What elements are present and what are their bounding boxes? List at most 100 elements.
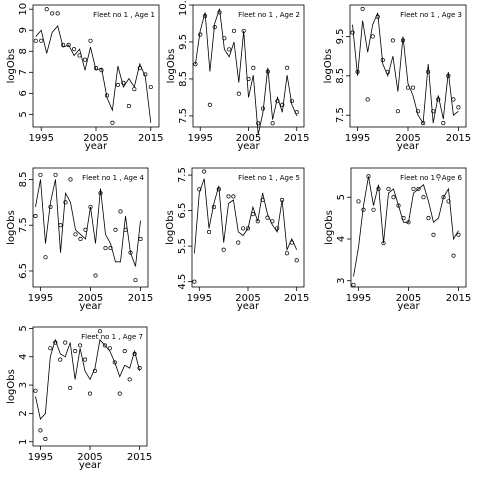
observed-point xyxy=(102,343,107,348)
observed-point xyxy=(376,186,381,191)
x-tick-label: 2005 xyxy=(235,293,260,304)
plot-frame xyxy=(350,167,467,288)
x-tick-label: 2015 xyxy=(284,293,309,304)
panel-4: Fleet no 1 , Age 4 1995 2005 2015 6.5 7.5 8.5 y… xyxy=(6,167,153,312)
y-axis-label: logObs xyxy=(6,49,17,84)
observed-point xyxy=(381,241,386,246)
panel-1: Fleet no 1 , Age 1 1995 2005 2015 5 6 7 8 9 10 yea… xyxy=(6,3,164,152)
observed-point xyxy=(446,199,451,204)
panel-title: Fleet no 1 , Age 7 xyxy=(81,333,143,341)
observed-point xyxy=(280,102,285,107)
observed-point xyxy=(231,28,237,33)
observed-point xyxy=(426,216,431,221)
observed-point xyxy=(231,194,236,199)
observed-point xyxy=(133,278,138,283)
x-axis-label: year xyxy=(79,460,102,471)
observed-point xyxy=(128,250,133,255)
observed-point xyxy=(53,172,58,177)
observed-point xyxy=(33,214,38,219)
observed-point xyxy=(58,357,63,362)
observed-point xyxy=(104,93,110,98)
observed-point xyxy=(405,85,411,90)
observed-point xyxy=(265,215,270,220)
observed-point xyxy=(226,194,231,199)
x-tick-label: 2005 xyxy=(83,133,108,144)
y-axis-label: logObs xyxy=(165,210,176,245)
observed-point xyxy=(137,66,142,71)
fitted-line xyxy=(195,8,298,135)
observed-point xyxy=(68,177,73,182)
observed-point xyxy=(143,72,148,77)
observed-point xyxy=(93,66,99,71)
x-axis-label: year xyxy=(397,301,420,312)
observed-point xyxy=(256,121,261,126)
observed-point xyxy=(371,207,376,212)
observed-point xyxy=(108,246,113,251)
observed-point xyxy=(192,279,197,284)
fitted-line xyxy=(35,179,141,267)
observed-point xyxy=(97,329,102,334)
observed-point xyxy=(38,172,43,177)
panel-title: Fleet no 1 , Age 6 xyxy=(400,174,462,182)
y-tick-label: 8.5 xyxy=(18,171,29,187)
observed-point xyxy=(289,240,294,245)
observed-point xyxy=(421,195,426,200)
observed-point xyxy=(289,99,294,104)
observed-point xyxy=(202,169,207,174)
y-tick-label: 5 xyxy=(336,194,347,200)
observed-point xyxy=(98,191,103,196)
x-axis-label: year xyxy=(79,301,102,312)
observed-point xyxy=(436,97,441,102)
fitted-line xyxy=(352,12,459,125)
x-tick-label: 1995 xyxy=(28,452,53,463)
observed-point xyxy=(451,97,456,102)
x-axis-label: year xyxy=(397,141,420,152)
panel-7: Fleet no 1 , Age 7 1995 2005 2015 1 2 3 4 5 year l… xyxy=(6,325,152,471)
observed-point xyxy=(380,58,385,63)
observed-point xyxy=(366,174,371,179)
y-tick-label: 5 xyxy=(18,111,29,117)
observed-point xyxy=(216,187,221,192)
plot-frame xyxy=(32,326,148,447)
observed-point xyxy=(431,109,436,114)
y-axis-label: logObs xyxy=(6,210,17,245)
observed-point xyxy=(260,197,265,203)
observed-point xyxy=(246,76,251,81)
y-tick-label: 9 xyxy=(18,27,29,33)
observed-point xyxy=(43,436,48,441)
observed-point xyxy=(416,109,421,114)
plot-frame xyxy=(349,4,467,128)
y-tick-label: 2 xyxy=(18,410,29,416)
observed-point xyxy=(44,7,49,12)
x-tick-label: 2005 xyxy=(78,293,103,304)
observed-point xyxy=(197,187,202,192)
y-tick-label: 10 xyxy=(18,3,29,16)
observed-point xyxy=(83,227,88,232)
observed-point xyxy=(121,80,126,85)
observed-point xyxy=(375,14,380,19)
observed-point xyxy=(68,385,73,390)
panel-5: Fleet no 1 , Age 5 1995 2005 2015 4.5 5.5 6.5 7… xyxy=(165,167,309,312)
x-axis-label: year xyxy=(85,141,108,152)
y-axis-label: logObs xyxy=(6,369,17,404)
observed-point xyxy=(270,219,275,224)
y-axis-label: logObs xyxy=(323,49,334,84)
observed-point xyxy=(112,360,117,365)
observed-point xyxy=(260,106,266,111)
observed-point xyxy=(117,391,122,396)
observed-point xyxy=(390,38,395,43)
panel-title: Fleet no 1 , Age 1 xyxy=(93,11,155,19)
y-tick-label: 6.5 xyxy=(177,203,188,219)
panel-2: Fleet no 1 , Age 2 1995 2005 2015 7.5 8.5 9.5 1… xyxy=(166,0,309,152)
observed-point xyxy=(265,69,270,74)
panel-3: Fleet no 1 , Age 3 1995 2005 2015 7.5 8.5 9.5 y… xyxy=(323,4,471,152)
observed-point xyxy=(456,232,461,237)
y-tick-label: 8.5 xyxy=(178,71,189,87)
panel-title: Fleet no 1 , Age 4 xyxy=(82,174,144,182)
observed-point xyxy=(58,223,63,228)
x-axis-label: year xyxy=(237,141,260,152)
observed-point xyxy=(410,85,416,90)
observed-point xyxy=(446,73,451,78)
y-axis-label: logObs xyxy=(166,49,177,84)
observed-point xyxy=(236,240,241,245)
